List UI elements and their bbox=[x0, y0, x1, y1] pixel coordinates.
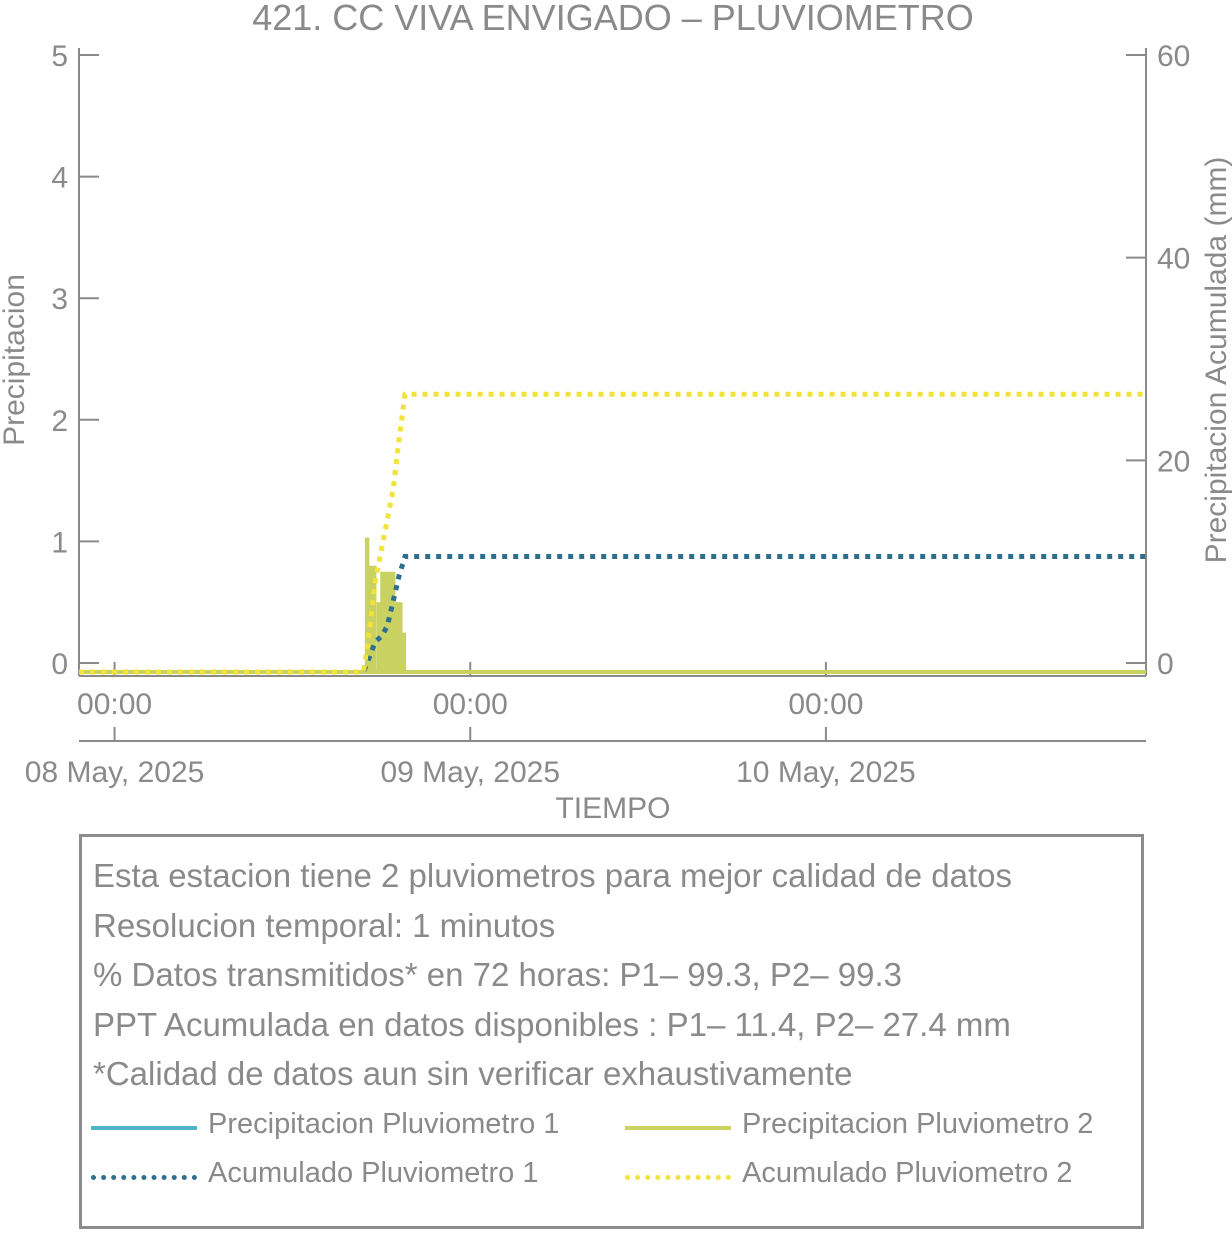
right-tick-label: 60 bbox=[1157, 40, 1190, 73]
cumulative-series bbox=[79, 391, 1146, 675]
precip-bar bbox=[390, 571, 396, 672]
legend-swatch-acc1 bbox=[91, 1175, 197, 1180]
legend-label-acc1: Acumulado Pluviometro 1 bbox=[208, 1157, 539, 1189]
y-axis-label: Precipitacion bbox=[0, 274, 31, 446]
precip-bar bbox=[394, 602, 399, 672]
precip-bar bbox=[368, 565, 373, 672]
x-tick-date-label: 09 May, 2025 bbox=[380, 756, 560, 789]
left-tick-label: 1 bbox=[51, 526, 68, 559]
info-line-resolution: Resolucion temporal: 1 minutos bbox=[93, 907, 556, 944]
chart-title: 421. CC VIVA ENVIGADO – PLUVIOMETRO bbox=[252, 0, 974, 38]
legend-label-p1: Precipitacion Pluviometro 1 bbox=[208, 1108, 560, 1140]
precip-bar bbox=[401, 632, 407, 672]
rain-chart: 421. CC VIVA ENVIGADO – PLUVIOMETRO 0 1 2 3… bbox=[0, 0, 1232, 825]
legend-label-p2: Precipitacion Pluviometro 2 bbox=[742, 1108, 1094, 1140]
x-tick-time-label: 00:00 bbox=[788, 688, 863, 721]
x-tick-time-label: 00:00 bbox=[77, 688, 152, 721]
legend-swatch-p1 bbox=[91, 1126, 197, 1130]
precip-bar bbox=[371, 565, 377, 672]
left-tick-label: 3 bbox=[51, 283, 68, 316]
precip-bar bbox=[380, 571, 385, 672]
precip-bar bbox=[364, 537, 370, 672]
precip-bar bbox=[383, 571, 389, 672]
x-ticks: 00:00 08 May, 2025 00:00 09 May, 2025 00:00 1… bbox=[25, 662, 916, 789]
left-tick-label: 4 bbox=[51, 162, 68, 195]
info-line-accumulated: PPT Acumulada en datos disponibles : P1–… bbox=[93, 1006, 1011, 1043]
right-tick-label: 0 bbox=[1157, 648, 1174, 681]
legend-label-acc2: Acumulado Pluviometro 2 bbox=[742, 1157, 1073, 1189]
left-tick-label: 2 bbox=[51, 405, 68, 438]
info-panel: Esta estacion tiene 2 pluviometros para … bbox=[79, 834, 1144, 1229]
x-tick-date-label: 10 May, 2025 bbox=[736, 756, 916, 789]
legend-swatch-acc2 bbox=[625, 1175, 731, 1180]
x-tick-time-label: 00:00 bbox=[433, 688, 508, 721]
left-y-ticks: 0 1 2 3 4 5 bbox=[51, 40, 99, 681]
x-tick-date-label: 08 May, 2025 bbox=[25, 756, 205, 789]
info-line-stations: Esta estacion tiene 2 pluviometros para … bbox=[93, 857, 1013, 894]
cumulative-line-p2 bbox=[79, 391, 1146, 675]
right-y-ticks: 0 20 40 60 bbox=[1126, 40, 1190, 681]
info-line-quality: *Calidad de datos aun sin verificar exha… bbox=[93, 1055, 853, 1092]
left-tick-label: 0 bbox=[51, 648, 68, 681]
left-tick-label: 5 bbox=[51, 40, 68, 73]
info-line-transmitted: % Datos transmitidos* en 72 horas: P1– 9… bbox=[93, 956, 902, 993]
legend-swatch-p2 bbox=[625, 1126, 731, 1130]
cumulative-line-p1 bbox=[79, 554, 1146, 675]
right-tick-label: 40 bbox=[1157, 243, 1190, 276]
x-axis-label: TIEMPO bbox=[555, 792, 670, 825]
precip-bar bbox=[398, 602, 403, 672]
y2-axis-label: Precipitacion Acumulada (mm) bbox=[1200, 157, 1232, 564]
right-tick-label: 20 bbox=[1157, 445, 1190, 478]
